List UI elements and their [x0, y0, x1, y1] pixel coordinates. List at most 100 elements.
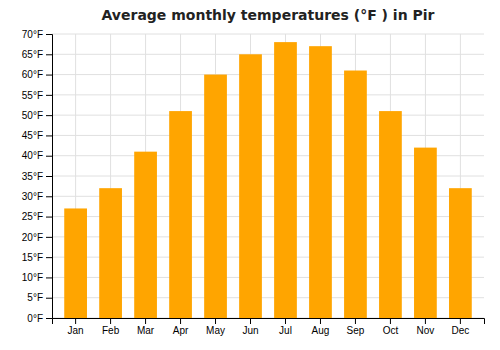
tick: May: [206, 318, 225, 336]
tick-mark: [46, 34, 52, 35]
axis-line: [46, 35, 53, 319]
title: Average monthly temperatures (°F ) in Pi…: [102, 7, 435, 23]
bar: [414, 148, 437, 318]
grid-line-y: [52, 34, 484, 35]
tick-label: Feb: [102, 325, 120, 336]
tick: Jan: [68, 318, 84, 336]
tick-label: 25°F: [22, 211, 43, 222]
tick-label: 70°F: [22, 29, 43, 40]
tick-label: Oct: [383, 325, 399, 336]
tick-label: Apr: [173, 325, 189, 336]
tick-mark: [46, 257, 52, 258]
tick-mark: [145, 318, 146, 324]
tick: Nov: [417, 318, 435, 336]
grid-line-y: [52, 74, 484, 75]
tick-label: 40°F: [22, 150, 43, 161]
tick-mark: [180, 318, 181, 324]
tick: 40°F: [22, 150, 52, 161]
tick: 15°F: [22, 252, 52, 263]
bar: [64, 208, 87, 318]
grid-line-y: [52, 135, 484, 136]
tick: 70°F: [22, 29, 52, 40]
tick-mark: [46, 176, 52, 177]
tick-mark: [390, 318, 391, 324]
tick: 20°F: [22, 232, 52, 243]
tick-mark: [46, 277, 52, 278]
tick-mark: [320, 318, 321, 324]
tick-label: 30°F: [22, 191, 43, 202]
tick-mark: [215, 318, 216, 324]
bar: [449, 188, 472, 318]
grid: [52, 34, 484, 318]
tick: 55°F: [22, 90, 52, 101]
tick-label: 65°F: [22, 49, 43, 60]
tick-mark: [46, 54, 52, 55]
tick-mark: [46, 298, 52, 299]
tick-label: 5°F: [27, 292, 43, 303]
tick: 5°F: [27, 292, 52, 303]
tick-mark: [110, 318, 111, 324]
tick-mark: [355, 318, 356, 324]
tick-mark: [46, 75, 52, 76]
bar: [134, 152, 157, 318]
tick-label: Dec: [451, 325, 469, 336]
bar: [344, 71, 367, 318]
bar: [379, 111, 402, 318]
bar: [309, 46, 332, 318]
bar: [169, 111, 192, 318]
tick-label: Aug: [312, 325, 330, 336]
tick-mark: [46, 156, 52, 157]
tick-mark: [285, 318, 286, 324]
tick-mark: [460, 318, 461, 324]
tick-mark: [425, 318, 426, 324]
chart: 0°F 5°F 10°F 15°F 20°F 25°F 30°F 35°F 40°F 45°F 50…: [0, 0, 500, 350]
bar: [274, 42, 297, 318]
tick: 25°F: [22, 211, 52, 222]
plot: 0°F 5°F 10°F 15°F 20°F 25°F 30°F 35°F 40°F 45°F 50…: [22, 29, 485, 336]
tick: 60°F: [22, 69, 52, 80]
tick-mark: [46, 135, 52, 136]
tick-label: 35°F: [22, 171, 43, 182]
tick-label: 60°F: [22, 69, 43, 80]
tick: Jun: [242, 318, 258, 336]
tick: Sep: [347, 318, 365, 336]
tick-label: Jan: [68, 325, 84, 336]
x-axis: Jan Feb Mar Apr May Jun Jul Aug Sep Oct Nov Dec: [53, 318, 485, 336]
bar: [239, 54, 262, 318]
tick-label: Sep: [347, 325, 365, 336]
grid-line-y: [52, 115, 484, 116]
tick-label: 0°F: [27, 313, 43, 324]
tick-label: 45°F: [22, 130, 43, 141]
grid-line-y: [52, 54, 484, 55]
tick: 45°F: [22, 130, 52, 141]
tick-label: 10°F: [22, 272, 43, 283]
tick-label: 50°F: [22, 110, 43, 121]
bar: [99, 188, 122, 318]
tick: Aug: [312, 318, 330, 336]
tick-label: Jun: [242, 325, 258, 336]
axis-line: [53, 319, 485, 325]
tick-label: 15°F: [22, 252, 43, 263]
tick-mark: [46, 196, 52, 197]
tick-label: May: [206, 325, 225, 336]
tick: Dec: [451, 318, 469, 336]
tick-label: 20°F: [22, 232, 43, 243]
tick-mark: [250, 318, 251, 324]
tick: Apr: [173, 318, 189, 336]
tick-mark: [46, 237, 52, 238]
tick-mark: [46, 95, 52, 96]
tick-label: Nov: [417, 325, 435, 336]
tick: Jul: [279, 318, 292, 336]
tick-mark: [46, 115, 52, 116]
tick: 50°F: [22, 110, 52, 121]
tick-label: Jul: [279, 325, 292, 336]
bar: [204, 75, 227, 318]
tick-mark: [75, 318, 76, 324]
tick: Mar: [137, 318, 155, 336]
tick: Oct: [383, 318, 399, 336]
tick: 30°F: [22, 191, 52, 202]
tick: Feb: [102, 318, 120, 336]
tick-mark: [46, 318, 52, 319]
tick-mark: [46, 217, 52, 218]
bars: [64, 42, 472, 318]
